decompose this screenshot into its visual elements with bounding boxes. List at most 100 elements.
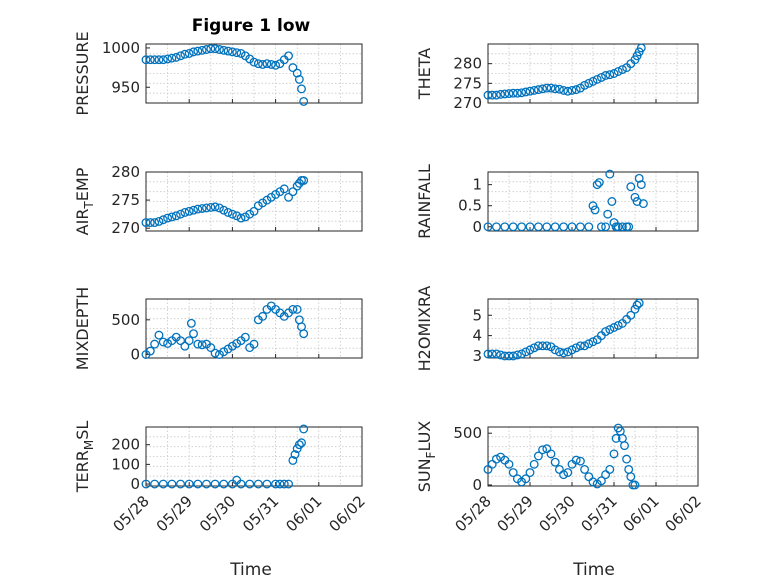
data-point: [567, 222, 577, 232]
data-point: [288, 304, 298, 314]
data-point: [219, 479, 229, 489]
data-point: [180, 208, 190, 217]
x-tick-label: 06/01: [620, 492, 663, 535]
y-tick-label: 275: [111, 191, 140, 209]
data-point: [294, 74, 304, 84]
data-point: [607, 197, 617, 206]
data-point: [189, 205, 198, 215]
data-point: [588, 337, 598, 347]
data-point: [609, 69, 619, 78]
data-point: [529, 459, 539, 469]
data-point: [521, 474, 531, 484]
data-point: [487, 349, 497, 359]
data-point: [592, 180, 602, 190]
data-point: [496, 350, 506, 360]
y-tick-label: 0: [472, 476, 482, 494]
data-point: [508, 468, 518, 477]
data-point: [508, 88, 518, 98]
x-tick-label: 05/31: [578, 492, 621, 535]
data-point: [262, 479, 272, 489]
data-point: [150, 218, 160, 228]
data-point: [571, 85, 581, 95]
data-point: [584, 339, 594, 349]
y-tick-label: 0: [472, 218, 482, 236]
data-point: [210, 479, 220, 489]
data-point: [206, 202, 216, 212]
data-point: [297, 438, 306, 448]
data-point: [253, 59, 263, 69]
data-point: [284, 192, 294, 202]
data-point: [512, 88, 522, 98]
y-tick-label: 1: [472, 176, 482, 194]
data-point: [163, 54, 173, 64]
y-tick-label: 5: [472, 306, 482, 324]
data-point: [584, 222, 594, 232]
y-tick-label: 950: [111, 78, 140, 96]
data-point: [240, 332, 250, 342]
data-point: [504, 351, 514, 361]
data-point: [150, 479, 160, 489]
data-point: [575, 222, 585, 232]
data-point: [189, 47, 198, 57]
data-point: [202, 45, 211, 54]
data-point: [542, 83, 552, 93]
data-point: [550, 222, 560, 232]
data-point: [567, 85, 577, 95]
y-tick-label: 0.5: [458, 197, 482, 215]
data-point: [617, 222, 627, 232]
data-point: [202, 479, 211, 489]
y-axis-label: RAINFALL: [415, 164, 434, 239]
data-point: [596, 72, 606, 82]
axes-frame: [487, 298, 699, 359]
data-point: [521, 347, 531, 357]
data-point: [176, 209, 186, 219]
data-point: [609, 323, 619, 332]
data-point: [483, 222, 493, 232]
axes-frame: [145, 171, 363, 232]
data-point: [504, 89, 514, 99]
data-point: [167, 479, 177, 489]
y-tick-label: 1000: [102, 39, 140, 57]
x-axis-label-right: Time: [572, 560, 615, 580]
y-axis-label: MIXDEPTH: [73, 287, 92, 370]
y-tick-label: 3: [472, 347, 482, 365]
data-point: [290, 450, 300, 459]
data-point: [636, 43, 646, 53]
data-point: [193, 204, 203, 214]
data-point: [141, 479, 151, 489]
data-point: [624, 464, 634, 474]
data-point: [634, 173, 644, 183]
data-point: [512, 350, 522, 360]
data-point: [214, 45, 224, 54]
data-point: [491, 454, 501, 464]
data-point: [245, 479, 255, 489]
data-point: [145, 346, 155, 356]
data-point: [550, 84, 560, 94]
data-point: [180, 49, 190, 59]
data-point: [258, 311, 268, 321]
data-point: [630, 480, 640, 490]
data-point: [189, 329, 198, 339]
data-point: [613, 320, 623, 330]
y-axis-label: AIRTEMP: [73, 167, 96, 235]
data-point: [294, 440, 304, 450]
data-point: [601, 222, 611, 232]
data-point: [594, 178, 604, 187]
data-point: [567, 345, 577, 355]
data-point: [533, 85, 543, 95]
data-point: [299, 329, 309, 339]
data-point: [613, 67, 623, 76]
data-point: [588, 76, 598, 86]
data-point: [167, 53, 177, 63]
data-point: [605, 464, 615, 474]
data-point: [584, 78, 594, 88]
data-point: [176, 51, 186, 61]
data-point: [253, 479, 263, 489]
data-point: [154, 330, 164, 340]
data-point: [163, 213, 173, 223]
data-point: [605, 169, 615, 179]
y-tick-label: 500: [453, 424, 482, 442]
